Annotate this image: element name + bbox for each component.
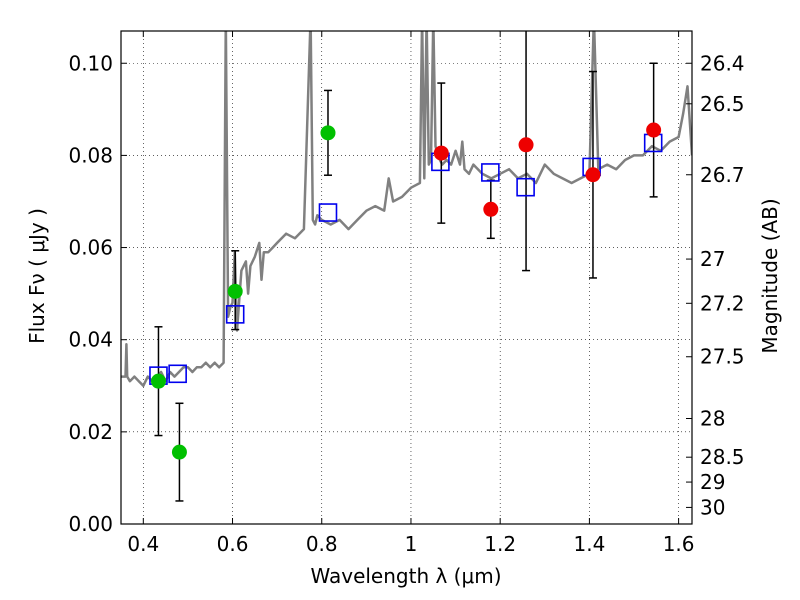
data-point — [433, 145, 449, 161]
mag-tick-label: 26.7 — [700, 163, 745, 187]
data-point — [171, 444, 187, 460]
mag-tick-label: 28.5 — [700, 445, 745, 469]
mag-tick-label: 26.4 — [700, 51, 745, 75]
data-point — [518, 137, 534, 153]
plot-frame — [120, 30, 693, 525]
x-tick-label: 0.8 — [306, 532, 338, 556]
data-point — [483, 201, 499, 217]
mag-tick-label: 27.5 — [700, 345, 745, 369]
x-tick-label: 1 — [405, 532, 418, 556]
y-tick-label: 0.00 — [68, 512, 113, 536]
y-axis-title: Flux Fν ( μJy ) — [25, 208, 49, 344]
model-square — [168, 364, 187, 384]
x-tick-label: 1.2 — [484, 532, 516, 556]
photometry-points — [150, 122, 662, 460]
y-tick-label: 0.10 — [68, 51, 113, 75]
right-axis-title: Magnitude (AB) — [758, 198, 782, 353]
error-bars — [154, 31, 658, 502]
mag-tick-label: 30 — [700, 495, 725, 519]
y-tick-label: 0.06 — [68, 236, 113, 260]
mag-tick-label: 27.2 — [700, 291, 745, 315]
spectrum-line — [121, 31, 692, 388]
model-square — [318, 203, 338, 222]
spectrum-layer — [121, 31, 692, 388]
y-tick-label: 0.08 — [68, 143, 113, 167]
data-point — [227, 283, 243, 299]
mag-tick-label: 26.5 — [700, 92, 745, 116]
grid — [121, 31, 692, 525]
mag-tick-label: 27 — [700, 247, 725, 271]
ticks: 0.4 0.6 0.8 1 1.2 1.4 1.6 0.00 0.02 0.04 0.06 0.08 0… — [68, 31, 745, 556]
x-tick-label: 1.4 — [573, 532, 605, 556]
x-tick-label: 1.6 — [663, 532, 695, 556]
model-square — [225, 305, 245, 324]
y-tick-label: 0.04 — [68, 328, 113, 352]
data-point — [320, 125, 336, 141]
model-square — [481, 163, 500, 182]
data-point — [150, 373, 166, 389]
x-tick-label: 0.6 — [217, 532, 249, 556]
data-point — [585, 167, 601, 183]
model-square — [516, 177, 535, 197]
x-tick-label: 0.4 — [127, 532, 159, 556]
x-axis-title: Wavelength λ (μm) — [310, 564, 501, 588]
y-tick-label: 0.02 — [68, 420, 113, 444]
mag-tick-label: 29 — [700, 470, 725, 494]
mag-tick-label: 28 — [700, 406, 725, 430]
data-point — [646, 122, 662, 138]
